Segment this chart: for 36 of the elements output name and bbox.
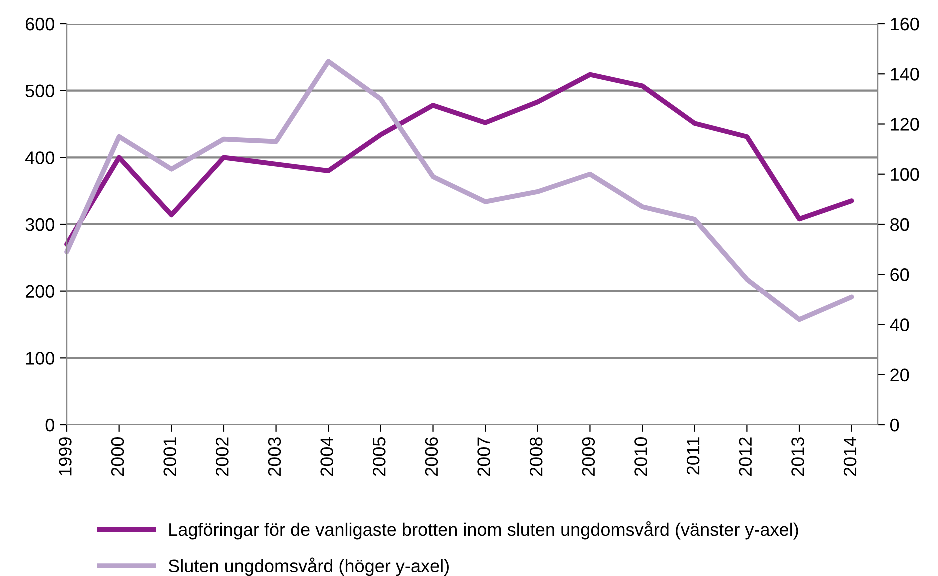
x-tick-label: 2012 (739, 438, 752, 476)
x-tick-label: 2006 (425, 438, 438, 476)
x-tick-label: 2009 (582, 438, 596, 476)
x-tick-label: 2011 (686, 438, 700, 475)
x-tick-label: 2000 (111, 438, 124, 476)
y2-tick-label: 20 (890, 368, 910, 382)
y2-tick-label: 0 (890, 418, 900, 432)
y-tick-label: 0 (46, 418, 54, 432)
legend-label: Lagföringar för de vanligaste brotten inom sluten ungdomsvård (vänster y-axel) (170, 521, 798, 540)
y-tick-label: 400 (25, 152, 54, 164)
y2-tick-label: 100 (891, 168, 920, 182)
line-series (64, 59, 854, 322)
x-tick-label: 2004 (320, 437, 334, 476)
x-tick-label: 2010 (634, 438, 648, 476)
y-tick-label: 500 (26, 84, 54, 98)
y-tick-label: 200 (26, 285, 54, 298)
y2-tick-label: 160 (891, 18, 920, 31)
x-tick-label: 2007 (478, 438, 490, 476)
y2-tick-label: 80 (890, 218, 910, 232)
y-tick-label: 100 (26, 352, 54, 365)
legend-label: Sluten ungdomsvård (höger y-axel) (168, 558, 449, 576)
y2-tick-label: 140 (891, 68, 920, 81)
y-tick-label: 600 (26, 18, 54, 31)
line-series (64, 72, 854, 247)
y2-tick-label: 40 (890, 318, 910, 332)
y-tick-label: 300 (26, 218, 54, 232)
x-tick-label: 2003 (268, 438, 282, 476)
x-tick-label: 2013 (792, 438, 804, 476)
x-tick-label: 1999 (59, 438, 72, 476)
x-tick-label: 2014 (844, 437, 857, 476)
x-tick-label: 2008 (530, 438, 543, 476)
y2-tick-label: 120 (891, 118, 920, 131)
y2-tick-label: 60 (890, 268, 910, 282)
x-tick-label: 2001 (164, 438, 176, 476)
x-tick-label: 2005 (372, 438, 386, 476)
x-tick-label: 2002 (216, 438, 229, 476)
